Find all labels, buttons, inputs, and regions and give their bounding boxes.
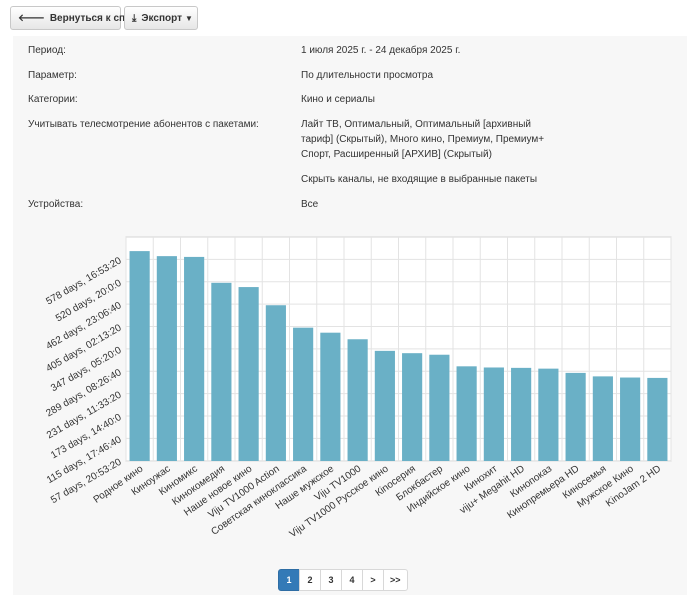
bar: [374, 350, 395, 461]
page-button[interactable]: >: [362, 569, 384, 591]
chart: 57 days, 20:53:20 115 days, 17:46:40 173 d…: [44, 236, 672, 540]
bar: [565, 372, 586, 461]
bar: [647, 377, 668, 461]
categories-label: Категории:: [28, 94, 78, 105]
bar: [129, 251, 150, 461]
bar: [265, 305, 286, 461]
bar: [456, 366, 477, 461]
bar: [238, 287, 259, 461]
download-icon: ⤓: [132, 12, 137, 24]
bar: [592, 376, 613, 461]
devices-value: Все: [301, 199, 319, 210]
period-value: 1 июля 2025 г. - 24 декабря 2025 г.: [301, 45, 461, 56]
page-button[interactable]: 3: [320, 569, 342, 591]
packages-value-line: Спорт, Расширенный [АРХИВ] (Скрытый): [301, 149, 492, 160]
bar: [483, 367, 504, 461]
bar: [320, 332, 341, 461]
bar: [402, 353, 423, 461]
export-label: Экспорт: [141, 12, 182, 24]
categories-value: Кино и сериалы: [301, 94, 375, 105]
pagination: 1 2 3 4 > >>: [278, 569, 408, 591]
export-button[interactable]: ⤓ Экспорт ▼: [124, 6, 198, 30]
bar: [538, 368, 559, 461]
period-label: Период:: [28, 45, 66, 56]
parameter-label: Параметр:: [28, 70, 77, 81]
bar: [211, 282, 232, 461]
bar: [293, 327, 314, 461]
parameter-value: По длительности просмотра: [301, 70, 434, 81]
bar: [184, 256, 205, 461]
arrow-left-icon: 🡐: [18, 13, 45, 24]
page-button[interactable]: 4: [341, 569, 363, 591]
bar: [347, 339, 368, 461]
bar: [156, 256, 177, 461]
hide-channels-note: Скрыть каналы, не входящие в выбранные п…: [301, 174, 538, 185]
page-button[interactable]: 1: [278, 569, 300, 591]
caret-down-icon: ▼: [185, 13, 193, 23]
bar: [429, 354, 450, 461]
packages-value-line: тариф] (Скрытый), Много кино, Премиум, П…: [301, 134, 545, 145]
page-button[interactable]: 2: [299, 569, 321, 591]
packages-value-line: Лайт ТВ, Оптимальный, Оптимальный [архив…: [301, 119, 531, 130]
devices-label: Устройства:: [28, 199, 84, 210]
page-button[interactable]: >>: [383, 569, 408, 591]
bar: [511, 367, 532, 461]
back-to-list-button[interactable]: 🡐 Вернуться к списку: [10, 6, 147, 30]
packages-label: Учитывать телесмотрение абонентов с паке…: [28, 119, 259, 130]
bar: [620, 377, 641, 461]
packages-value: Лайт ТВ, Оптимальный, Оптимальный [архив…: [301, 117, 581, 162]
back-to-list-label: Вернуться к списку: [49, 12, 148, 24]
